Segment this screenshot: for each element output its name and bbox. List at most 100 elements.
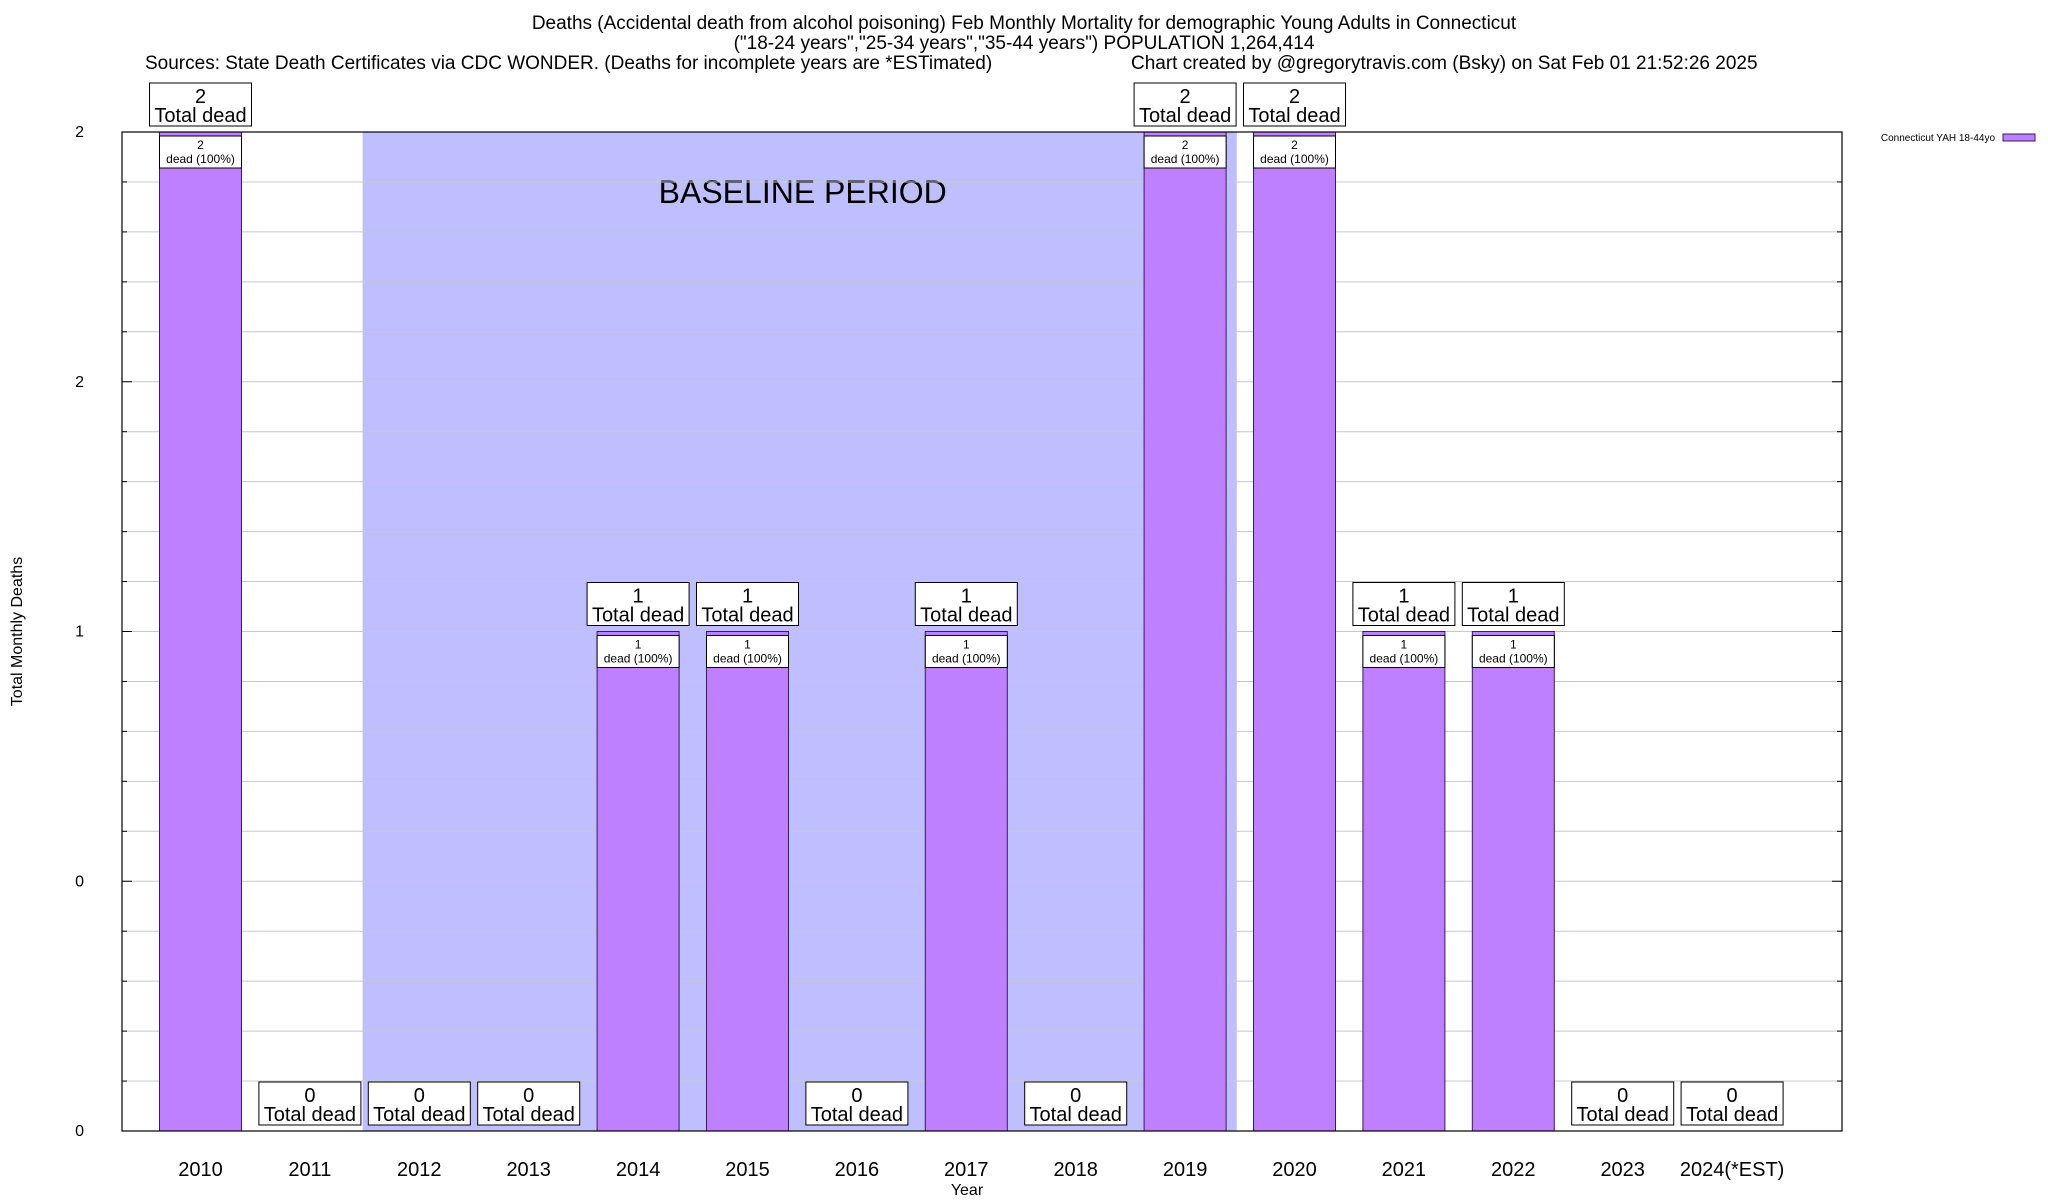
x-tick-label-2017: 2017 (944, 1159, 989, 1181)
total-label-text-2015: Total dead (701, 605, 793, 627)
bar-label-pct-2021: dead (100%) (1370, 652, 1439, 666)
legend-label: Connecticut YAH 18-44yo (1881, 133, 1996, 144)
bars-layer (159, 131, 1736, 1132)
x-tick-label-2023: 2023 (1600, 1159, 1645, 1181)
total-label-count-2023: 0 (1617, 1085, 1628, 1107)
total-label-box-2013 (477, 1081, 581, 1126)
total-label-text-2011: Total dead (264, 1104, 356, 1126)
bar-label-count-2017: 1 (963, 638, 970, 652)
y-tick-label: 1 (75, 624, 84, 641)
x-tick-label-2019: 2019 (1163, 1159, 1208, 1181)
total-label-text-2014: Total dead (592, 605, 684, 627)
total-label-count-2022: 1 (1508, 586, 1519, 608)
total-label-box-2010 (149, 82, 252, 127)
x-axis-label: Year (951, 1182, 984, 1199)
chart-subtitle: ("18-24 years","25-34 years","35-44 year… (733, 33, 1315, 54)
bar-label-box-2021 (1362, 635, 1446, 668)
bar-label-count-2020: 2 (1291, 138, 1298, 152)
total-label-box-2012 (367, 1081, 471, 1126)
bar-2010 (159, 131, 242, 1132)
x-tick-label-2015: 2015 (725, 1159, 770, 1181)
y-tick-label: 2 (75, 124, 84, 141)
x-tick-label-2010: 2010 (178, 1159, 223, 1181)
bar-label-pct-2017: dead (100%) (932, 652, 1001, 666)
y-tick-label: 0 (75, 873, 84, 890)
total-label-text-2023: Total dead (1577, 1104, 1669, 1126)
total-label-text-2024(*EST): Total dead (1686, 1104, 1778, 1126)
bar-2019 (1143, 131, 1227, 1132)
total-label-text-2016: Total dead (811, 1104, 903, 1126)
total-label-count-2018: 0 (1070, 1085, 1081, 1107)
bar-2020 (1253, 131, 1336, 1132)
bar-label-box-2019 (1143, 135, 1227, 169)
total-label-text-2018: Total dead (1030, 1104, 1122, 1126)
y-tick-label: 0 (75, 1123, 84, 1140)
total-label-text-2012: Total dead (373, 1104, 465, 1126)
total-label-box-2020 (1243, 82, 1346, 127)
total-label-text-2020: Total dead (1248, 105, 1340, 127)
total-label-box-2022 (1461, 582, 1565, 626)
total-label-count-2024(*EST): 0 (1727, 1085, 1738, 1107)
bar-2015 (706, 631, 789, 1132)
total-label-count-2019: 2 (1180, 86, 1191, 108)
total-label-text-2010: Total dead (154, 105, 246, 127)
total-label-text-2019: Total dead (1139, 105, 1231, 127)
bar-label-box-2015 (706, 635, 789, 668)
total-label-count-2014: 1 (633, 586, 644, 608)
total-label-text-2022: Total dead (1467, 605, 1559, 627)
x-tick-label-2012: 2012 (397, 1159, 442, 1181)
bar-label-pct-2020: dead (100%) (1260, 152, 1329, 166)
total-label-text-2017: Total dead (920, 605, 1012, 627)
bar-label-count-2021: 1 (1401, 638, 1408, 652)
chart-title: Deaths (Accidental death from alcohol po… (531, 13, 1517, 34)
x-tick-label-2024(*EST): 2024(*EST) (1680, 1159, 1785, 1181)
total-label-box-2014 (586, 582, 690, 626)
baseline-period-label: BASELINE PERIOD (659, 174, 947, 210)
total-label-count-2015: 1 (742, 586, 753, 608)
total-label-count-2016: 0 (851, 1085, 862, 1107)
bar-label-count-2022: 1 (1510, 638, 1517, 652)
total-label-count-2021: 1 (1398, 586, 1409, 608)
bar-label-pct-2019: dead (100%) (1151, 152, 1220, 166)
x-tick-label-2013: 2013 (506, 1159, 551, 1181)
x-tick-label-2014: 2014 (616, 1159, 661, 1181)
bar-label-count-2019: 2 (1182, 138, 1189, 152)
total-label-count-2020: 2 (1289, 86, 1300, 108)
bar-2017 (924, 631, 1008, 1132)
total-label-text-2021: Total dead (1358, 605, 1450, 627)
bar-2014 (596, 631, 680, 1132)
x-tick-label-2020: 2020 (1272, 1159, 1317, 1181)
bar-label-box-2020 (1253, 135, 1336, 169)
chart-credit: Chart created by @gregorytravis.com (Bsk… (1131, 53, 1758, 74)
total-label-box-2019 (1133, 82, 1237, 127)
bar-label-count-2014: 1 (635, 638, 642, 652)
bar-label-pct-2022: dead (100%) (1479, 652, 1548, 666)
x-tick-label-2021: 2021 (1382, 1159, 1427, 1181)
total-label-text-2013: Total dead (483, 1104, 575, 1126)
total-label-box-2018 (1024, 1081, 1128, 1126)
bar-label-box-2010 (159, 135, 242, 169)
bar-2022 (1471, 631, 1555, 1132)
x-tick-label-2018: 2018 (1053, 1159, 1098, 1181)
total-label-count-2017: 1 (961, 586, 972, 608)
total-label-count-2013: 0 (523, 1085, 534, 1107)
axes-layer: 2010 2011 2012 2013 2014 2015 2016 2017 2018 2019… (9, 124, 1843, 1199)
total-label-count-2010: 2 (195, 86, 206, 108)
legend: Connecticut YAH 18-44yo (1881, 133, 2036, 144)
total-label-box-2023 (1571, 1081, 1675, 1126)
legend-swatch (2002, 133, 2036, 142)
total-label-box-2017 (914, 582, 1018, 626)
bar-label-count-2010: 2 (197, 138, 204, 152)
total-label-box-2024(*EST) (1680, 1081, 1784, 1126)
bar-label-box-2022 (1471, 635, 1555, 668)
bar-label-pct-2015: dead (100%) (713, 652, 782, 666)
total-label-box-2016 (805, 1081, 909, 1126)
x-tick-label-2011: 2011 (288, 1159, 331, 1181)
total-label-count-2012: 0 (414, 1085, 425, 1107)
bar-label-box-2017 (924, 635, 1008, 668)
y-tick-label: 2 (75, 374, 84, 391)
y-axis-label: Total Monthly Deaths (9, 557, 26, 706)
bar-label-pct-2014: dead (100%) (604, 652, 673, 666)
